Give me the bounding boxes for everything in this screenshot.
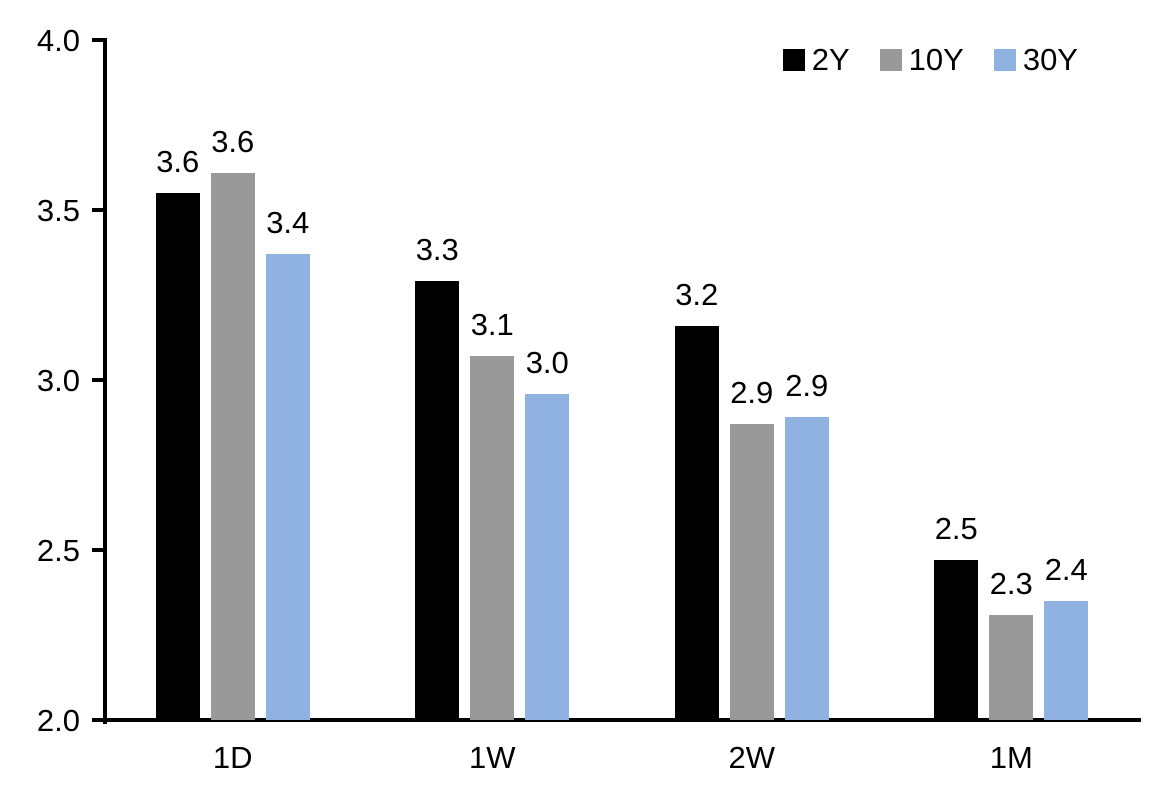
legend-item-30Y: 30Y [993, 42, 1078, 77]
bar-10Y-1W [470, 356, 515, 720]
y-tick-label-4.0: 4.0 [36, 23, 80, 58]
y-tick-label-3.5: 3.5 [36, 193, 80, 228]
bar-30Y-1W [525, 393, 570, 720]
y-tick-mark-2.0 [92, 718, 104, 722]
value-label-2Y-1W: 3.3 [415, 232, 459, 268]
y-axis-line [103, 38, 107, 724]
legend-swatch-2Y [782, 48, 805, 71]
bar-10Y-1D [210, 172, 255, 720]
legend-swatch-30Y [993, 48, 1016, 71]
legend-item-2Y: 2Y [782, 42, 850, 77]
y-tick-label-2.0: 2.0 [36, 703, 80, 738]
value-label-2Y-1D: 3.6 [156, 144, 200, 179]
value-label-10Y-1M: 2.3 [989, 565, 1033, 601]
bar-30Y-1M [1044, 601, 1089, 720]
legend-label-10Y: 10Y [908, 42, 964, 77]
bar-30Y-2W [784, 417, 829, 720]
chart-legend: 2Y 10Y 30Y [782, 42, 1078, 77]
value-label-2Y-1M: 2.5 [934, 511, 978, 547]
value-label-10Y-1D: 3.6 [211, 123, 255, 159]
bar-2Y-1W [415, 281, 460, 720]
y-tick-label-2.5: 2.5 [36, 533, 80, 568]
value-label-30Y-2W: 2.9 [785, 368, 829, 404]
bar-2Y-2W [674, 325, 719, 720]
y-tick-mark-4.0 [92, 38, 104, 42]
bar-30Y-1D [265, 254, 310, 720]
legend-label-30Y: 30Y [1022, 42, 1078, 77]
value-label-10Y-1W: 3.1 [470, 307, 514, 343]
legend-label-2Y: 2Y [811, 42, 850, 77]
x-category-label-1W: 1W [469, 740, 516, 775]
bar-10Y-2W [729, 424, 774, 720]
y-tick-label-3.0: 3.0 [36, 363, 80, 398]
y-tick-mark-3.5 [92, 208, 104, 212]
x-category-label-1D: 1D [212, 740, 253, 775]
legend-swatch-10Y [879, 48, 902, 71]
legend-item-10Y: 10Y [879, 42, 964, 77]
value-label-30Y-1D: 3.4 [266, 205, 310, 241]
bar-10Y-1M [989, 614, 1034, 720]
bar-2Y-1D [155, 193, 200, 720]
bar-2Y-1M [934, 560, 979, 720]
x-axis-line [100, 718, 1141, 722]
y-tick-mark-2.5 [92, 548, 104, 552]
value-label-2Y-2W: 3.2 [675, 276, 719, 312]
y-tick-mark-3.0 [92, 378, 104, 382]
x-category-label-1M: 1M [989, 740, 1033, 775]
value-label-10Y-2W: 2.9 [730, 375, 774, 411]
x-category-label-2W: 2W [728, 740, 776, 775]
value-label-30Y-1W: 3.0 [525, 344, 569, 380]
value-label-30Y-1M: 2.4 [1044, 552, 1088, 587]
